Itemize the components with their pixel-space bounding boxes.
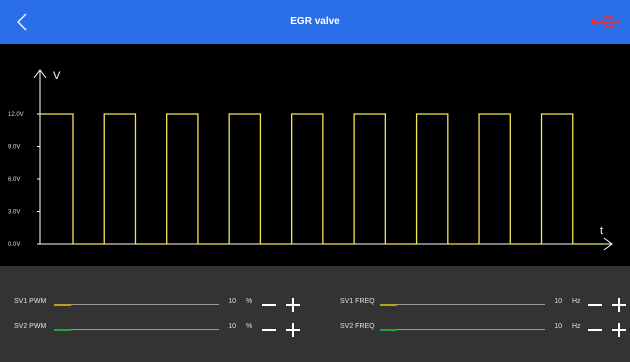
control-label: SV1 PWM bbox=[14, 298, 47, 305]
control-unit: % bbox=[246, 323, 253, 330]
increase-button[interactable] bbox=[612, 320, 626, 338]
control-value: 10 bbox=[228, 323, 236, 330]
usb-icon bbox=[590, 14, 620, 30]
control-panel: SV1 PWM 10 % SV2 PWM 10 % SV1 FREQ 10 Hz… bbox=[0, 266, 630, 362]
y-tick-label: 12.0V bbox=[8, 112, 24, 118]
top-bar: EGR valve bbox=[0, 0, 630, 44]
control-unit: % bbox=[246, 298, 253, 305]
control-label: SV2 PWM bbox=[14, 323, 47, 330]
control-value: 10 bbox=[228, 298, 236, 305]
control-unit: Hz bbox=[572, 298, 581, 305]
x-axis-label: t bbox=[600, 225, 603, 237]
sv1-freq-slider[interactable] bbox=[380, 303, 545, 306]
slider-fill bbox=[380, 328, 397, 331]
chevron-left-icon[interactable] bbox=[14, 12, 32, 32]
y-tick-label: 0.0V bbox=[8, 242, 20, 248]
control-label: SV2 FREQ bbox=[340, 323, 375, 330]
y-axis-arrow bbox=[33, 69, 47, 79]
control-unit: Hz bbox=[572, 323, 581, 330]
sv2-pwm-control: SV2 PWM 10 % bbox=[14, 319, 304, 341]
square-wave-series bbox=[40, 113, 604, 245]
sv2-freq-control: SV2 FREQ 10 Hz bbox=[340, 319, 630, 341]
decrease-button[interactable] bbox=[588, 295, 602, 313]
y-tick-label: 9.0V bbox=[8, 145, 20, 151]
control-label: SV1 FREQ bbox=[340, 298, 375, 305]
decrease-button[interactable] bbox=[588, 320, 602, 338]
waveform-plot: Vt 0.0V 3.0V 6.0V 9.0V 12.0V bbox=[8, 69, 613, 251]
y-tick-label: 6.0V bbox=[8, 177, 20, 183]
sv1-pwm-control: SV1 PWM 10 % bbox=[14, 294, 304, 316]
control-value: 10 bbox=[554, 298, 562, 305]
decrease-button[interactable] bbox=[262, 295, 276, 313]
slider-fill bbox=[380, 303, 397, 306]
slider-fill bbox=[54, 303, 71, 306]
y-tick-label: 3.0V bbox=[8, 210, 20, 216]
increase-button[interactable] bbox=[286, 295, 300, 313]
control-value: 10 bbox=[554, 323, 562, 330]
x-axis-arrow bbox=[603, 237, 613, 251]
y-axis-label: V bbox=[53, 70, 61, 82]
sv1-freq-control: SV1 FREQ 10 Hz bbox=[340, 294, 630, 316]
sv2-pwm-slider[interactable] bbox=[54, 328, 219, 331]
increase-button[interactable] bbox=[612, 295, 626, 313]
sv1-pwm-slider[interactable] bbox=[54, 303, 219, 306]
decrease-button[interactable] bbox=[262, 320, 276, 338]
page-title: EGR valve bbox=[290, 16, 340, 27]
increase-button[interactable] bbox=[286, 320, 300, 338]
slider-fill bbox=[54, 328, 71, 331]
sv2-freq-slider[interactable] bbox=[380, 328, 545, 331]
